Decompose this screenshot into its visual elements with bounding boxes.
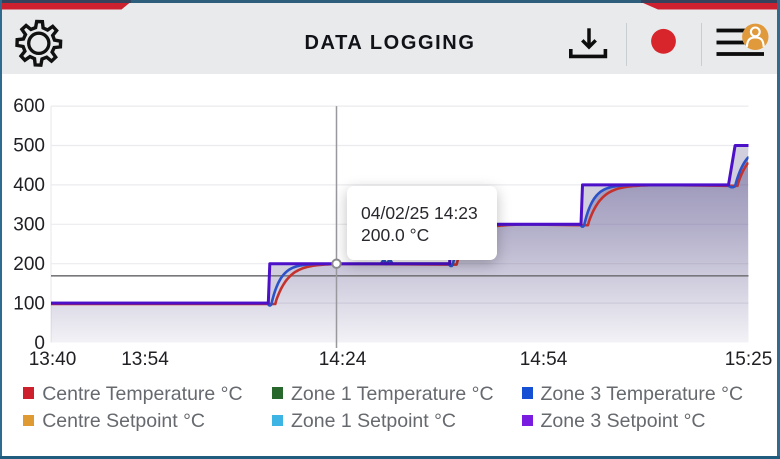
svg-text:300: 300 [13, 215, 45, 236]
svg-text:0: 0 [34, 333, 45, 354]
svg-text:15:25: 15:25 [725, 349, 773, 370]
svg-text:400: 400 [13, 175, 45, 196]
svg-text:600: 600 [13, 96, 45, 117]
svg-text:500: 500 [13, 136, 45, 157]
svg-text:14:54: 14:54 [520, 349, 568, 370]
svg-text:13:54: 13:54 [121, 349, 169, 370]
svg-text:100: 100 [13, 294, 45, 315]
svg-text:14:24: 14:24 [319, 349, 367, 370]
svg-text:200: 200 [13, 254, 45, 275]
svg-text:13:40: 13:40 [29, 349, 77, 370]
